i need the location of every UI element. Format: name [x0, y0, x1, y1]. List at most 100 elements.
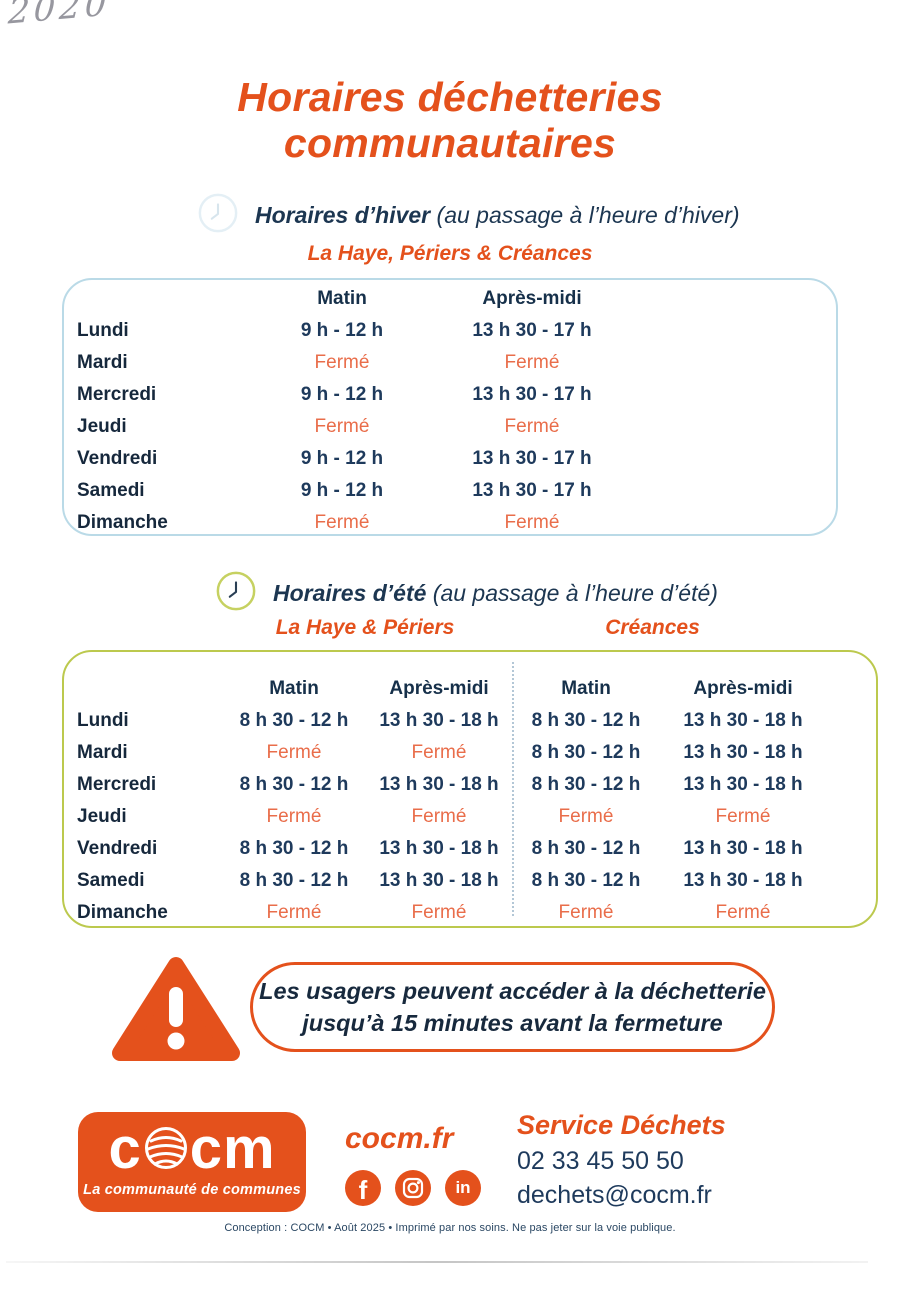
time-cell: 13 h 30 - 18 h — [683, 870, 803, 891]
cocm-logo-letters-cm: cm — [189, 1116, 276, 1181]
time-cell: 8 h 30 - 12 h — [239, 774, 349, 795]
winter-table-header: Matin Après-midi — [77, 283, 836, 315]
time-cell: Fermé — [411, 806, 467, 827]
day-label: Mercredi — [77, 774, 157, 795]
day-label: Vendredi — [77, 448, 158, 469]
time-cell: 8 h 30 - 12 h — [531, 838, 641, 859]
time-cell: Fermé — [314, 352, 370, 373]
warning-triangle-icon — [104, 953, 249, 1070]
time-cell: Fermé — [266, 742, 322, 763]
time-cell: 13 h 30 - 18 h — [683, 774, 803, 795]
column-header-matin: Matin — [561, 678, 611, 699]
paper-edge-line — [6, 1261, 868, 1263]
page-title-line1: Horaires déchetteries — [237, 74, 663, 120]
service-dechets-title: Service Déchets — [517, 1110, 726, 1140]
globe-icon — [143, 1123, 189, 1181]
time-cell: 13 h 30 - 17 h — [472, 448, 592, 469]
facebook-icon: f — [345, 1170, 381, 1206]
day-label: Mardi — [77, 352, 128, 373]
table-row: Mardi Fermé Fermé 8 h 30 - 12 h 13 h 30 … — [77, 737, 876, 769]
warning-message: Les usagers peuvent accéder à la déchett… — [250, 962, 775, 1052]
warning-line1: Les usagers peuvent accéder à la déchett… — [259, 978, 766, 1004]
page-title: Horaires déchetteries communautaires — [10, 74, 890, 166]
winter-section-heading: Horaires d’hiver (au passage à l’heure d… — [197, 192, 740, 239]
day-label: Lundi — [77, 320, 129, 341]
time-cell: Fermé — [558, 806, 614, 827]
column-header-apres-midi: Après-midi — [482, 288, 582, 309]
winter-heading-text: Horaires d’hiver (au passage à l’heure d… — [255, 202, 740, 229]
social-icons-row: f in — [345, 1170, 481, 1206]
linkedin-icon: in — [445, 1170, 481, 1206]
time-cell: Fermé — [715, 902, 771, 923]
time-cell: 9 h - 12 h — [300, 320, 384, 341]
time-cell: Fermé — [314, 512, 370, 533]
cocm-logo: c cm La communauté de communes — [78, 1112, 306, 1212]
time-cell: 8 h 30 - 12 h — [531, 870, 641, 891]
instagram-icon — [395, 1170, 431, 1206]
day-label: Mardi — [77, 742, 128, 763]
day-label: Dimanche — [77, 902, 168, 923]
summer-location-right-label: Créances — [605, 616, 700, 639]
table-row: Mercredi 9 h - 12 h 13 h 30 - 17 h — [77, 379, 836, 411]
time-cell: 13 h 30 - 17 h — [472, 320, 592, 341]
website-url: cocm.fr — [345, 1122, 454, 1155]
cocm-logo-wordmark: c cm — [108, 1118, 275, 1180]
table-row: Vendredi 9 h - 12 h 13 h 30 - 17 h — [77, 443, 836, 475]
day-label: Vendredi — [77, 838, 158, 859]
winter-hours-table: Matin Après-midi Lundi 9 h - 12 h 13 h 3… — [62, 278, 838, 536]
table-row: Vendredi 8 h 30 - 12 h 13 h 30 - 18 h 8 … — [77, 833, 876, 865]
column-header-apres-midi: Après-midi — [389, 678, 489, 699]
winter-heading-note: (au passage à l’heure d’hiver) — [436, 202, 740, 228]
time-cell: Fermé — [411, 742, 467, 763]
day-label: Mercredi — [77, 384, 157, 405]
time-cell: 13 h 30 - 17 h — [472, 384, 592, 405]
table-row: Samedi 9 h - 12 h 13 h 30 - 17 h — [77, 475, 836, 507]
time-cell: 8 h 30 - 12 h — [531, 774, 641, 795]
table-vertical-divider — [512, 662, 514, 916]
summer-table-header: Matin Après-midi Matin Après-midi — [77, 673, 876, 705]
day-label: Jeudi — [77, 806, 127, 827]
summer-hours-table: Matin Après-midi Matin Après-midi Lundi … — [62, 650, 878, 928]
page-title-line2: communautaires — [283, 120, 617, 166]
handwritten-note: 2020 — [7, 0, 112, 33]
table-row: Mercredi 8 h 30 - 12 h 13 h 30 - 18 h 8 … — [77, 769, 876, 801]
time-cell: 13 h 30 - 18 h — [683, 838, 803, 859]
time-cell: 13 h 30 - 18 h — [379, 774, 499, 795]
time-cell: Fermé — [715, 806, 771, 827]
day-label: Samedi — [77, 480, 145, 501]
legal-footnote: Conception : COCM • Août 2025 • Imprimé … — [224, 1222, 676, 1234]
day-label: Dimanche — [77, 512, 168, 533]
winter-location-label: La Haye, Périers & Créances — [307, 242, 593, 265]
summer-location-left-label: La Haye & Périers — [275, 616, 455, 639]
table-row: Dimanche Fermé Fermé — [77, 507, 836, 539]
time-cell: Fermé — [411, 902, 467, 923]
time-cell: 9 h - 12 h — [300, 384, 384, 405]
day-label: Lundi — [77, 710, 129, 731]
cocm-logo-tagline: La communauté de communes — [83, 1182, 301, 1198]
time-cell: 8 h 30 - 12 h — [531, 742, 641, 763]
table-row: Jeudi Fermé Fermé Fermé Fermé — [77, 801, 876, 833]
table-row: Mardi Fermé Fermé — [77, 347, 836, 379]
time-cell: Fermé — [266, 806, 322, 827]
email-address: dechets@cocm.fr — [517, 1181, 712, 1209]
time-cell: Fermé — [504, 352, 560, 373]
table-row: Jeudi Fermé Fermé — [77, 411, 836, 443]
summer-heading-note: (au passage à l’heure d’été) — [432, 580, 718, 606]
time-cell: Fermé — [504, 512, 560, 533]
summer-section-heading: Horaires d’été (au passage à l’heure d’é… — [215, 570, 718, 617]
column-header-apres-midi: Après-midi — [693, 678, 793, 699]
summer-heading-text: Horaires d’été (au passage à l’heure d’é… — [273, 580, 718, 607]
time-cell: Fermé — [266, 902, 322, 923]
time-cell: 13 h 30 - 18 h — [683, 742, 803, 763]
table-row: Lundi 9 h - 12 h 13 h 30 - 17 h — [77, 315, 836, 347]
time-cell: 13 h 30 - 18 h — [379, 710, 499, 731]
clock-icon — [215, 570, 257, 617]
table-row: Samedi 8 h 30 - 12 h 13 h 30 - 18 h 8 h … — [77, 865, 876, 897]
column-header-matin: Matin — [269, 678, 319, 699]
time-cell: Fermé — [314, 416, 370, 437]
time-cell: 8 h 30 - 12 h — [531, 710, 641, 731]
time-cell: 13 h 30 - 18 h — [683, 710, 803, 731]
time-cell: 13 h 30 - 18 h — [379, 838, 499, 859]
time-cell: 8 h 30 - 12 h — [239, 710, 349, 731]
